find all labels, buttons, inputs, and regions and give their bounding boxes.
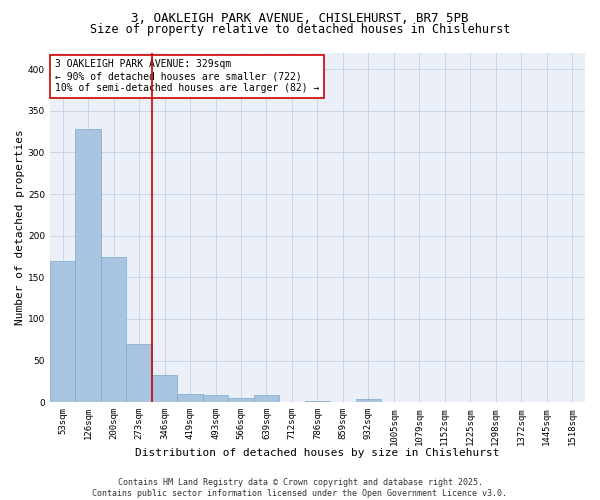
Bar [152, 375, 177, 402]
Bar [76, 129, 101, 402]
Bar [305, 400, 330, 402]
Text: Contains HM Land Registry data © Crown copyright and database right 2025.
Contai: Contains HM Land Registry data © Crown c… [92, 478, 508, 498]
Text: 3, OAKLEIGH PARK AVENUE, CHISLEHURST, BR7 5PB: 3, OAKLEIGH PARK AVENUE, CHISLEHURST, BR… [131, 12, 469, 26]
Bar [203, 394, 228, 402]
Text: Size of property relative to detached houses in Chislehurst: Size of property relative to detached ho… [90, 22, 510, 36]
Bar [254, 394, 279, 402]
Text: 3 OAKLEIGH PARK AVENUE: 329sqm
← 90% of detached houses are smaller (722)
10% of: 3 OAKLEIGH PARK AVENUE: 329sqm ← 90% of … [55, 60, 320, 92]
Bar [228, 398, 254, 402]
Bar [177, 394, 203, 402]
X-axis label: Distribution of detached houses by size in Chislehurst: Distribution of detached houses by size … [135, 448, 500, 458]
Bar [50, 260, 76, 402]
Bar [101, 256, 127, 402]
Y-axis label: Number of detached properties: Number of detached properties [15, 130, 25, 325]
Bar [356, 399, 381, 402]
Bar [127, 344, 152, 402]
